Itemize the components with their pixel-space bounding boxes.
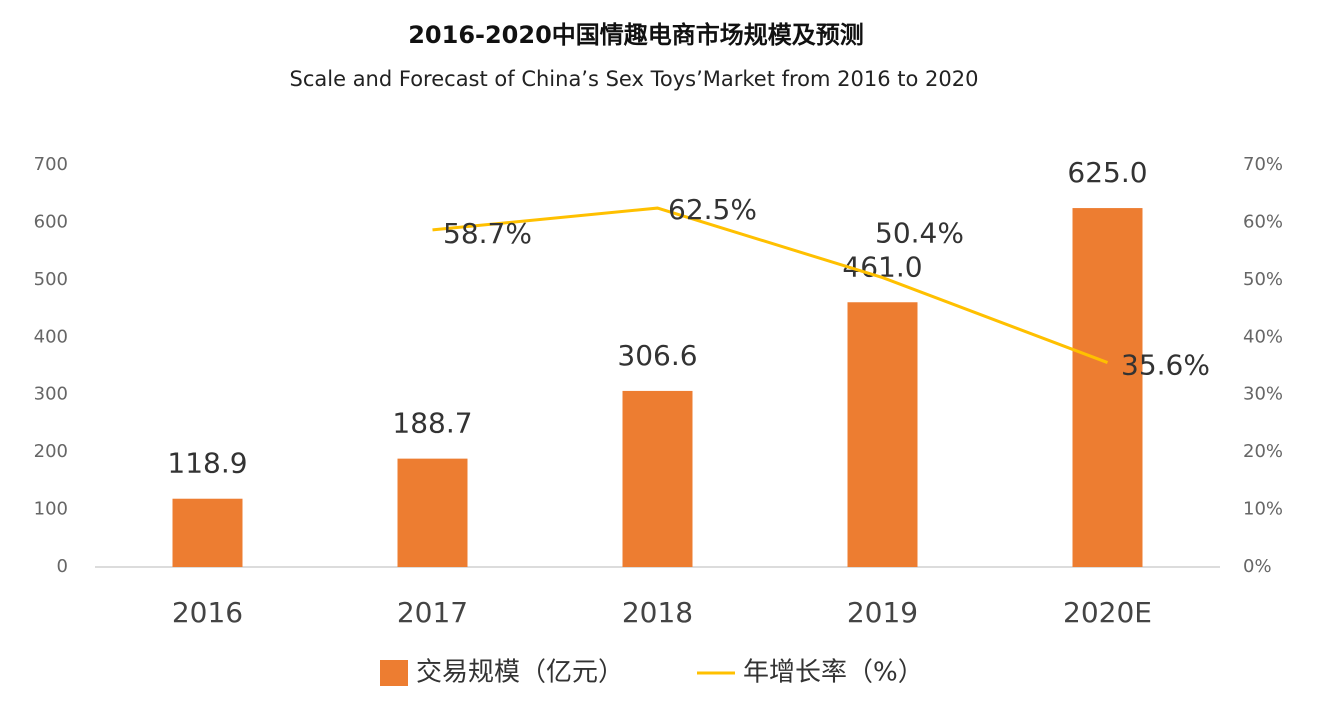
- y-tick-label: 0: [57, 556, 68, 577]
- legend-label: 年增长率（%）: [743, 658, 924, 688]
- y-tick-label: 200: [34, 441, 68, 462]
- y2-tick-label: 0%: [1243, 556, 1272, 577]
- y2-tick-label: 40%: [1243, 326, 1283, 347]
- y2-tick-label: 30%: [1243, 384, 1283, 405]
- bar: [847, 302, 918, 567]
- x-tick-label: 2016: [172, 596, 243, 629]
- y-tick-label: 500: [34, 269, 68, 290]
- bar: [1072, 208, 1143, 568]
- value-label: 35.6%: [1121, 349, 1210, 382]
- chart-subtitle: Scale and Forecast of China’s Sex Toys’M…: [290, 67, 979, 91]
- y-tick-label: 300: [34, 384, 68, 405]
- bar: [397, 458, 468, 567]
- line: [432, 206, 1109, 364]
- x-tick-label: 2018: [622, 596, 693, 629]
- value-label: 62.5%: [668, 193, 757, 226]
- x-tick-label: 2017: [397, 596, 468, 629]
- x-tick-label: 2020E: [1063, 596, 1152, 629]
- y2-tick-label: 60%: [1243, 211, 1283, 232]
- value-label: 118.9: [167, 447, 247, 480]
- value-label: 58.7%: [443, 217, 532, 250]
- value-label: 188.7: [392, 407, 472, 440]
- chart-title: 2016-2020中国情趣电商市场规模及预测: [408, 21, 864, 49]
- x-tick-label: 2019: [847, 596, 918, 629]
- y-tick-label: 700: [34, 154, 68, 175]
- y2-tick-label: 50%: [1243, 269, 1283, 290]
- bar: [622, 390, 693, 567]
- y2-tick-label: 10%: [1243, 499, 1283, 520]
- bar: [172, 498, 243, 567]
- value-label: 625.0: [1067, 156, 1147, 189]
- y-tick-label: 600: [34, 211, 68, 232]
- legend-label: 交易规模（亿元）: [416, 658, 624, 688]
- y2-tick-label: 70%: [1243, 154, 1283, 175]
- y-tick-label: 100: [34, 499, 68, 520]
- legend-swatch: [380, 660, 408, 686]
- y2-tick-label: 20%: [1243, 441, 1283, 462]
- y-tick-label: 400: [34, 326, 68, 347]
- value-label: 50.4%: [875, 217, 964, 250]
- value-label: 306.6: [617, 339, 697, 372]
